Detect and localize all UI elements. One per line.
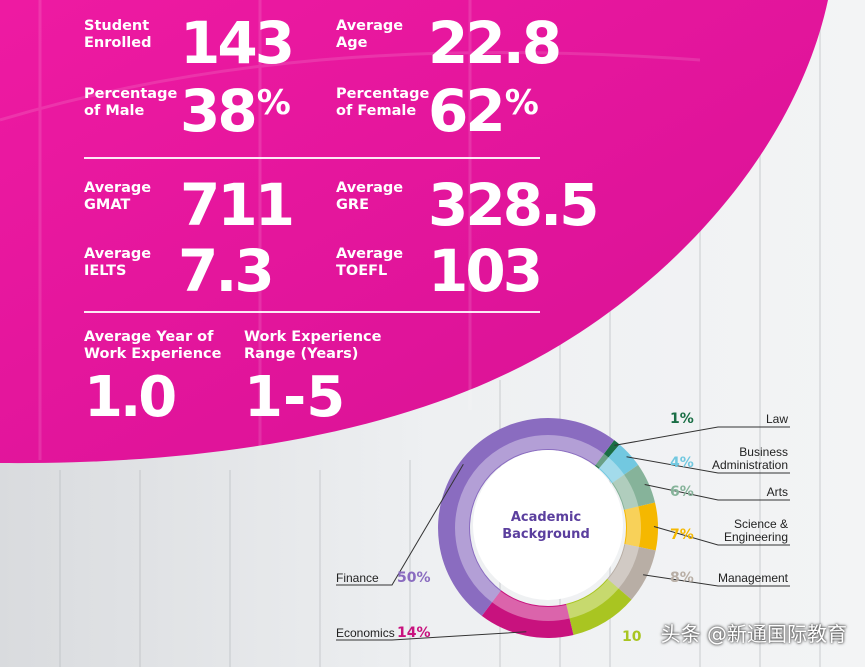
slice-label: Management (718, 571, 789, 585)
slice-highlight (566, 579, 619, 619)
divider-2 (84, 311, 540, 313)
work-years-label: Average Year of Work Experience (84, 329, 222, 362)
ielts-label: Average IELTS (84, 246, 152, 279)
slice-percent: 8% (670, 570, 694, 586)
slice-label: Science & (734, 517, 788, 531)
slice-label: Arts (767, 485, 788, 499)
slice-percent: 14% (397, 625, 431, 641)
toefl-value: 103 (428, 237, 543, 305)
slice-percent: 10 (622, 629, 642, 645)
age-label: Average Age (336, 18, 404, 51)
watermark: 头条 @新通国际教育 (660, 622, 847, 646)
female-label: Percentage of Female (336, 86, 430, 119)
students-value: 143 (180, 9, 295, 77)
slice-highlight (624, 506, 641, 548)
leader-line (336, 463, 464, 586)
center-label-line-2: Background (502, 527, 590, 542)
slice-label: Finance (336, 571, 379, 585)
slice-law (594, 440, 620, 469)
slice-highlight (455, 435, 604, 603)
leader-line (644, 484, 790, 501)
gre-value: 328.5 (428, 171, 599, 239)
slice-arts (611, 464, 656, 510)
female-number: 62 (428, 77, 506, 145)
slice-business-administration (598, 444, 639, 484)
slice-label: Engineering (724, 530, 788, 544)
gmat-label: Average GMAT (84, 180, 152, 213)
slice-highlight (607, 543, 640, 589)
male-unit: % (256, 83, 291, 123)
gre-label: Average GRE (336, 180, 404, 213)
work-range-label: Work Experience Range (Years) (244, 329, 382, 362)
leader-line (614, 426, 790, 446)
slice-label: Law (766, 412, 788, 426)
male-value: 38% (180, 82, 291, 140)
female-unit: % (504, 83, 539, 123)
magenta-curve-overlay (0, 0, 828, 464)
slice-percent: 7% (670, 527, 694, 543)
slice-highlight (492, 590, 570, 621)
male-label: Percentage of Male (84, 86, 178, 119)
slice-percent: 6% (670, 484, 694, 500)
slice-label: Economics (336, 626, 395, 640)
slice-highlight (599, 457, 625, 483)
slice-management (607, 543, 656, 600)
center-label-line-1: Academic (511, 510, 581, 525)
slice-science-engineering (623, 502, 659, 551)
slice-highlight (595, 453, 609, 469)
students-label: Student Enrolled (84, 18, 152, 51)
leader-line (626, 456, 790, 474)
male-number: 38 (180, 77, 258, 145)
slice-highlight (612, 474, 639, 510)
leader-line (643, 574, 790, 587)
leader-line (653, 526, 790, 546)
slice-label: Administration (712, 458, 788, 472)
work-range-value: 1-5 (244, 365, 346, 430)
ielts-value: 7.3 (178, 237, 275, 305)
leader-line (336, 631, 527, 641)
divider-1 (84, 157, 540, 159)
work-years-value: 1.0 (84, 365, 177, 430)
age-value: 22.8 (428, 9, 562, 77)
slice-percent: 1% (670, 411, 694, 427)
toefl-label: Average TOEFL (336, 246, 404, 279)
female-value: 62% (428, 82, 539, 140)
slice-unlabeled (566, 578, 632, 636)
slice-percent: 4% (670, 455, 694, 471)
gmat-value: 711 (180, 171, 295, 239)
slice-percent: 50% (397, 570, 431, 586)
donut-center (473, 450, 623, 600)
slice-finance (438, 418, 615, 616)
slice-economics (481, 590, 574, 638)
slice-label: Business (739, 445, 788, 459)
